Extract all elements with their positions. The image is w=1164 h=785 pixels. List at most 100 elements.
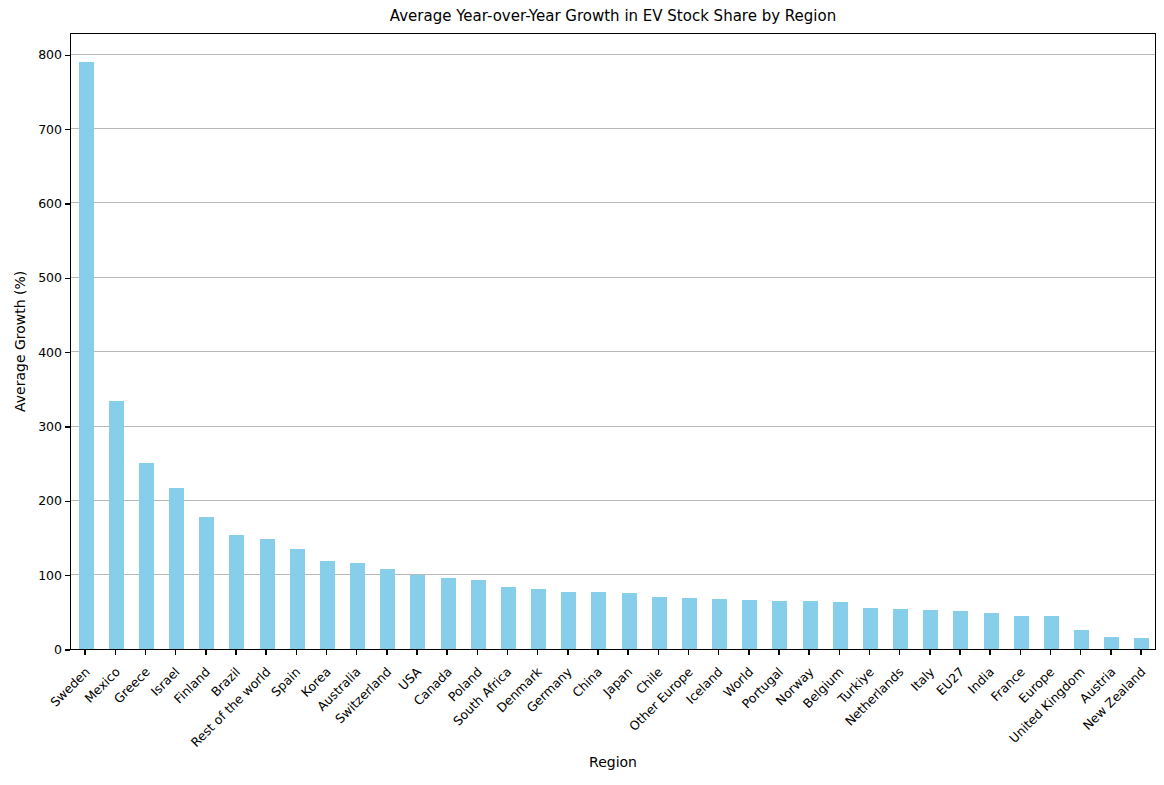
y-tick-0	[65, 649, 70, 651]
y-tick-label-300: 300	[12, 419, 62, 435]
x-tick-11	[416, 650, 418, 655]
y-gridline-800	[71, 54, 1155, 55]
x-tick-0	[84, 650, 86, 655]
x-tick-label-eu27: EU27	[933, 664, 967, 698]
y-gridline-600	[71, 202, 1155, 203]
x-tick-9	[356, 650, 358, 655]
bar-austria	[1104, 637, 1119, 649]
y-tick-500	[65, 278, 70, 280]
bar-world	[742, 600, 757, 649]
bar-finland	[199, 517, 214, 649]
bar-israel	[169, 488, 184, 649]
bar-india	[984, 613, 999, 649]
x-tick-8	[326, 650, 328, 655]
bar-japan	[622, 593, 637, 649]
y-gridline-200	[71, 500, 1155, 501]
x-tick-5	[235, 650, 237, 655]
x-tick-10	[386, 650, 388, 655]
x-axis-label: Region	[70, 754, 1156, 770]
bar-korea	[320, 561, 335, 649]
bar-china	[591, 592, 606, 649]
bar-germany	[561, 592, 576, 649]
y-tick-300	[65, 426, 70, 428]
x-tick-25	[839, 650, 841, 655]
bar-eu27	[953, 611, 968, 649]
x-tick-16	[567, 650, 569, 655]
bar-iceland	[712, 599, 727, 649]
x-tick-21	[718, 650, 720, 655]
bar-france	[1014, 616, 1029, 649]
bar-italy	[923, 610, 938, 649]
y-tick-label-800: 800	[12, 47, 62, 63]
bar-greece	[139, 463, 154, 649]
y-gridline-300	[71, 426, 1155, 427]
bar-other-europe	[682, 598, 697, 649]
y-tick-label-700: 700	[12, 122, 62, 138]
bar-spain	[290, 549, 305, 649]
bar-chart-figure: Average Year-over-Year Growth in EV Stoc…	[0, 0, 1164, 785]
y-tick-label-100: 100	[12, 568, 62, 584]
bar-portugal	[772, 601, 787, 649]
bar-netherlands	[893, 609, 908, 649]
x-tick-20	[688, 650, 690, 655]
x-tick-32	[1050, 650, 1052, 655]
bar-canada	[441, 578, 456, 649]
y-tick-800	[65, 55, 70, 57]
x-tick-7	[296, 650, 298, 655]
x-tick-34	[1110, 650, 1112, 655]
bar-switzerland	[380, 569, 395, 649]
bar-united-kingdom	[1074, 630, 1089, 649]
bar-chile	[652, 597, 667, 649]
y-tick-label-0: 0	[12, 642, 62, 658]
x-tick-17	[597, 650, 599, 655]
bar-south-africa	[501, 587, 516, 649]
x-tick-label-china: China	[569, 664, 605, 700]
bar-turkiye	[863, 608, 878, 649]
x-tick-35	[1140, 650, 1142, 655]
bar-poland	[471, 580, 486, 649]
y-tick-600	[65, 203, 70, 205]
y-tick-200	[65, 501, 70, 503]
x-tick-30	[989, 650, 991, 655]
x-tick-1	[115, 650, 117, 655]
x-tick-3	[175, 650, 177, 655]
x-tick-31	[1020, 650, 1022, 655]
x-tick-26	[869, 650, 871, 655]
bar-sweden	[79, 62, 94, 649]
x-tick-2	[145, 650, 147, 655]
x-tick-23	[778, 650, 780, 655]
plot-area	[70, 33, 1156, 650]
y-tick-label-400: 400	[12, 345, 62, 361]
x-tick-29	[959, 650, 961, 655]
x-tick-27	[899, 650, 901, 655]
y-tick-700	[65, 129, 70, 131]
x-tick-13	[477, 650, 479, 655]
x-tick-label-sweden: Sweden	[47, 664, 93, 710]
bar-europe	[1044, 616, 1059, 649]
x-tick-33	[1080, 650, 1082, 655]
y-tick-400	[65, 352, 70, 354]
bar-mexico	[109, 401, 124, 649]
x-tick-22	[748, 650, 750, 655]
x-tick-label-italy: Italy	[907, 664, 937, 694]
y-tick-100	[65, 575, 70, 577]
y-gridline-500	[71, 277, 1155, 278]
y-gridline-700	[71, 128, 1155, 129]
x-tick-15	[537, 650, 539, 655]
bar-brazil	[229, 535, 244, 649]
x-tick-28	[929, 650, 931, 655]
x-tick-label-japan: Japan	[600, 664, 635, 699]
chart-title: Average Year-over-Year Growth in EV Stoc…	[70, 7, 1156, 25]
bar-denmark	[531, 589, 546, 649]
x-tick-19	[658, 650, 660, 655]
bar-usa	[410, 575, 425, 649]
bar-australia	[350, 563, 365, 649]
x-tick-18	[627, 650, 629, 655]
x-tick-label-spain: Spain	[268, 664, 303, 699]
x-tick-6	[265, 650, 267, 655]
y-tick-label-600: 600	[12, 196, 62, 212]
y-gridline-400	[71, 351, 1155, 352]
bar-norway	[803, 601, 818, 649]
x-tick-12	[446, 650, 448, 655]
y-tick-label-500: 500	[12, 270, 62, 286]
